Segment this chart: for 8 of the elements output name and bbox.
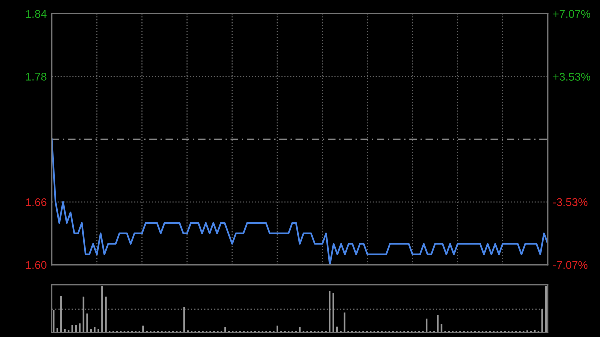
y2-tick-label: +3.53% (553, 73, 590, 81)
y-tick-label: 1.84 (26, 10, 47, 18)
y-tick-label: 1.78 (26, 72, 47, 81)
y2-tick-label: -7.07% (553, 261, 588, 270)
y-tick-label: 1.66 (26, 198, 47, 206)
y2-tick-label: +7.07% (553, 10, 590, 18)
y-tick-label: 1.60 (26, 261, 47, 270)
y2-tick-label: -3.53% (553, 198, 588, 206)
